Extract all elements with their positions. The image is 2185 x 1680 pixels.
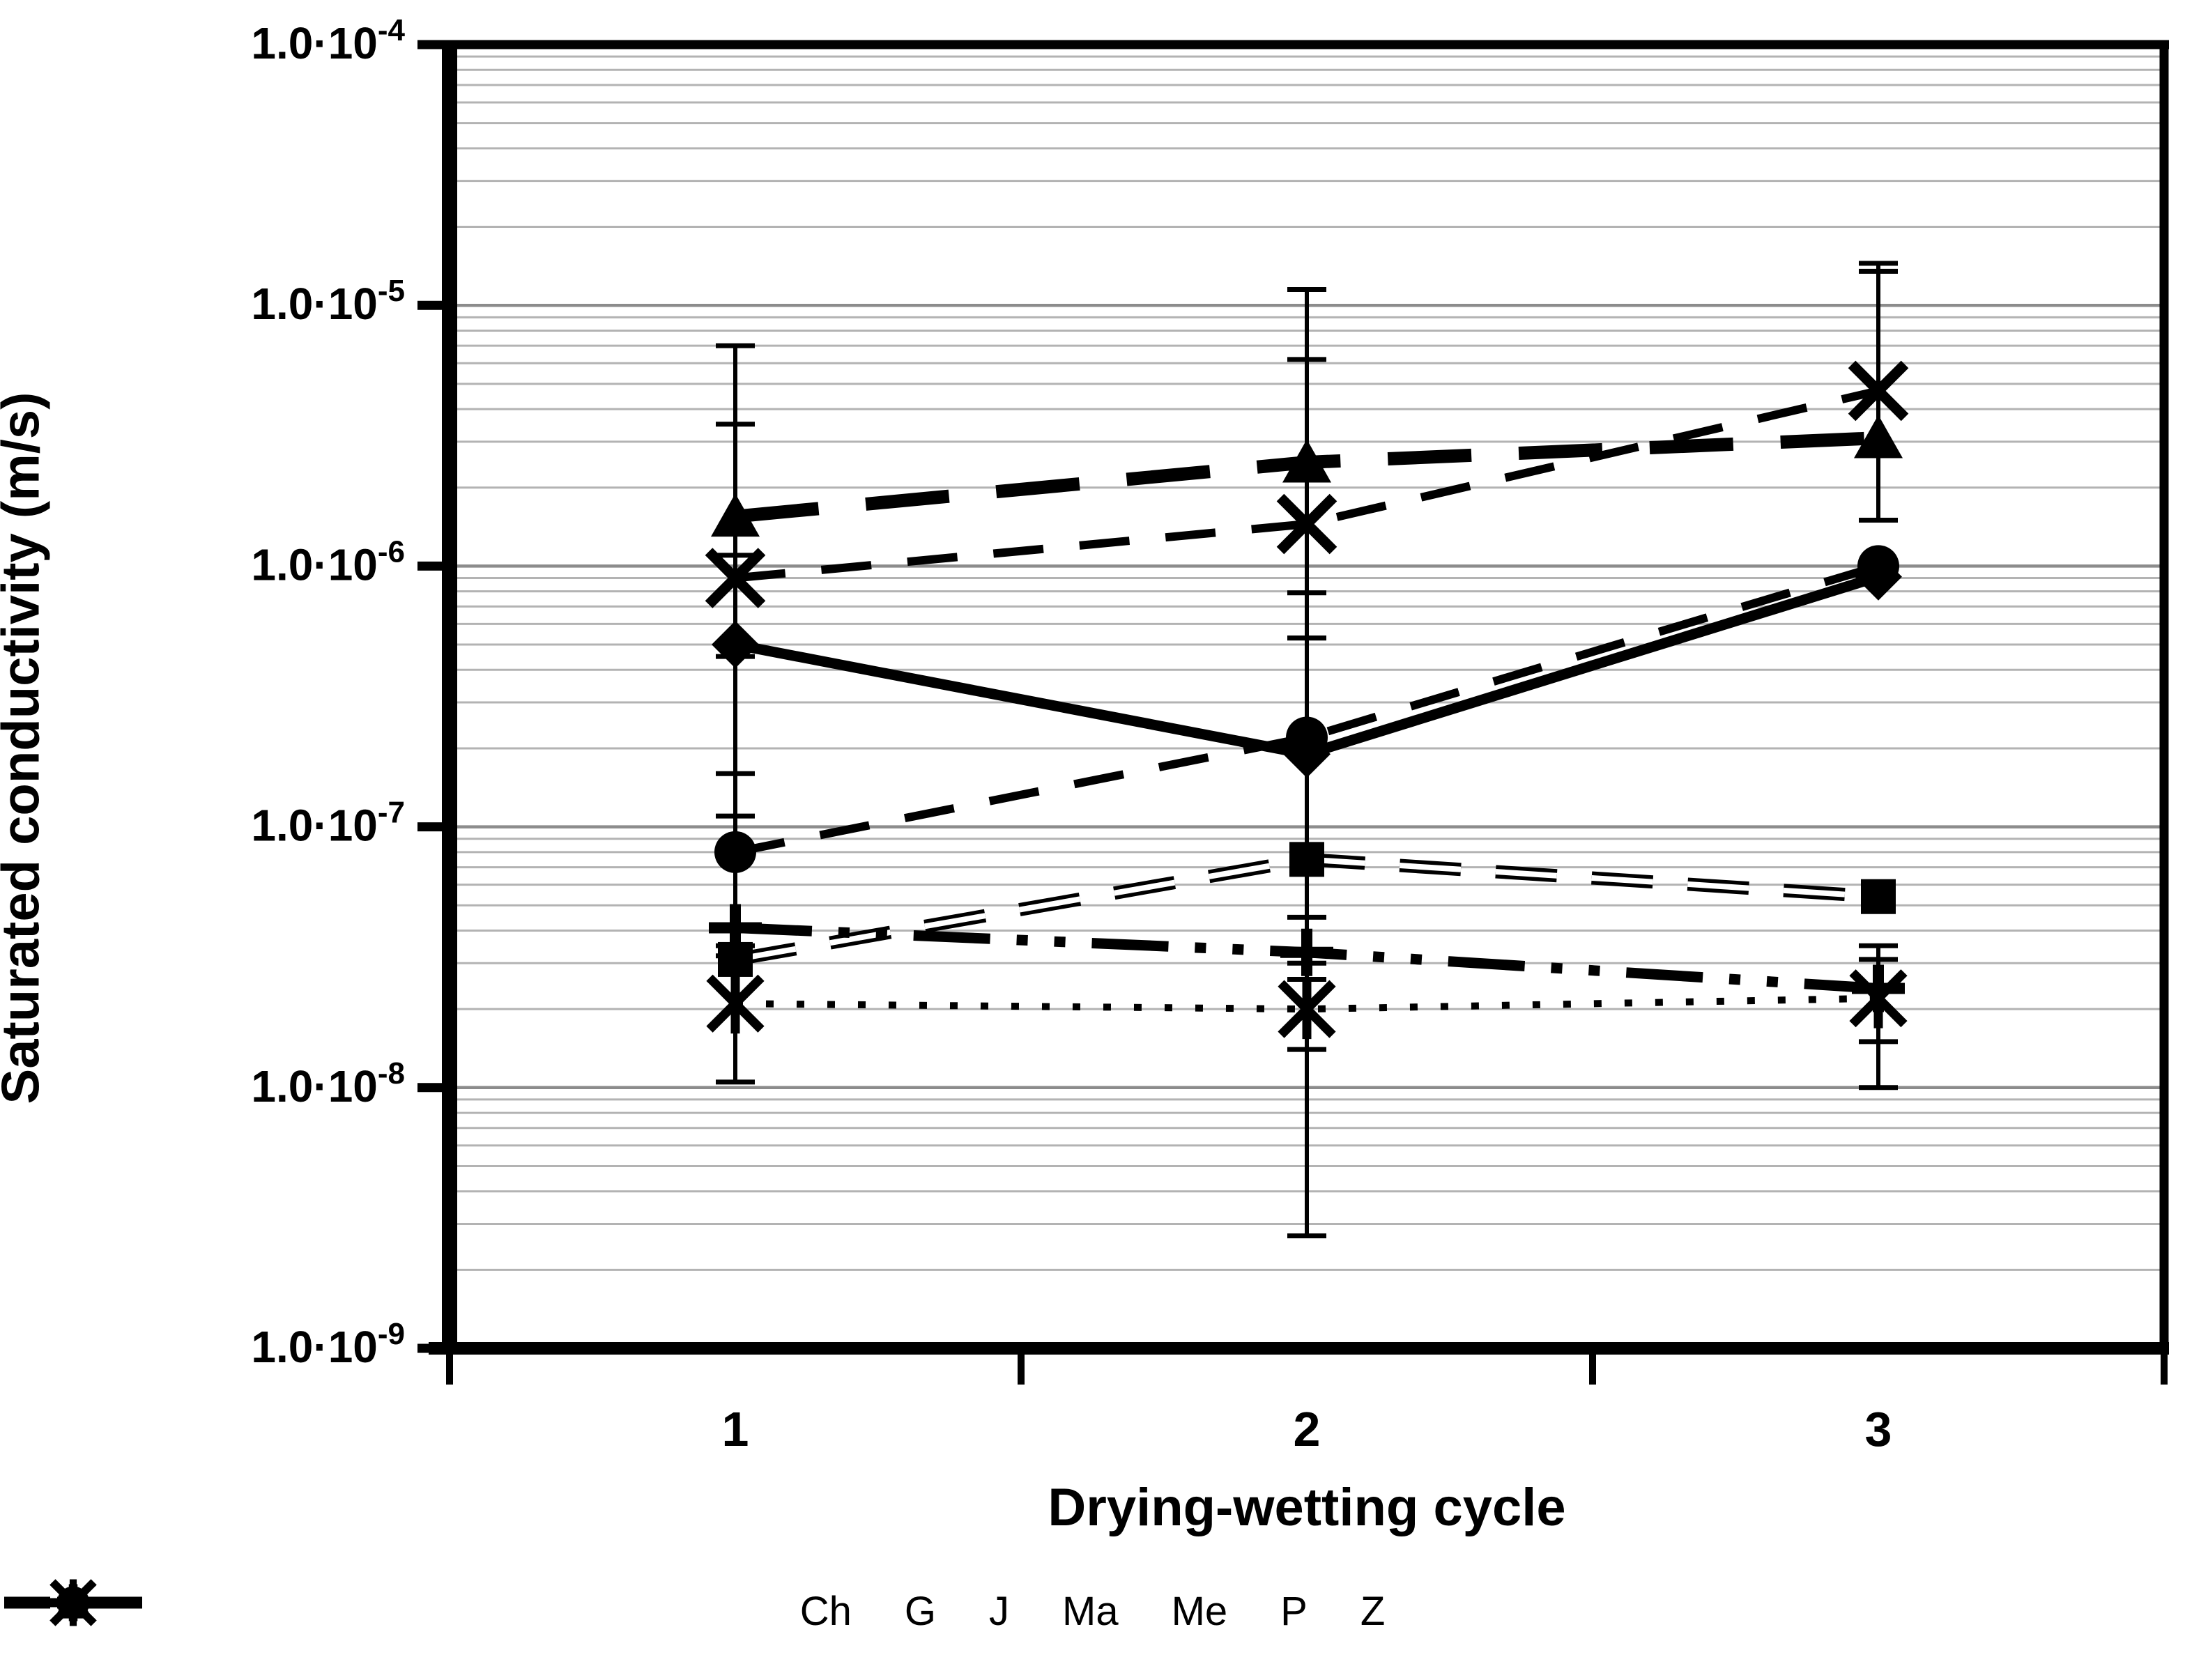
y-axis-title: Saturated conductivity (m/s) xyxy=(0,392,51,1104)
marker-Z-glyph xyxy=(1283,730,1331,778)
legend-item-G[interactable]: G xyxy=(4,1579,936,1635)
legend-label-G: G xyxy=(904,1588,936,1634)
marker-Ma xyxy=(1852,964,1905,1012)
legend-label-Ch: Ch xyxy=(799,1588,852,1634)
legend-label-P: P xyxy=(1280,1588,1308,1634)
marker-Me xyxy=(1854,415,1903,458)
legend-label-Z: Z xyxy=(1360,1588,1386,1634)
marker-Ch-glyph xyxy=(1861,879,1896,914)
marker-G xyxy=(706,973,765,1034)
y-tick-label: 1.0·10-7 xyxy=(251,796,405,851)
x-category-label: 3 xyxy=(1865,1402,1892,1456)
legend: Ch G J Ma Me P Z xyxy=(0,1569,2185,1653)
marker-Z-glyph xyxy=(1855,553,1902,601)
x-category-label: 1 xyxy=(722,1402,749,1456)
marker-J-glyph xyxy=(1848,360,1909,422)
marker-Z xyxy=(1283,730,1331,778)
marker-J xyxy=(1848,360,1909,422)
legend-item-J[interactable]: J xyxy=(4,1579,1009,1635)
marker-Ch xyxy=(1861,879,1896,914)
marker-Ch xyxy=(1289,842,1324,877)
legend-item-Me[interactable]: Me xyxy=(4,1585,1228,1635)
marker-Ch-glyph xyxy=(1289,842,1324,877)
legend-label-Me: Me xyxy=(1171,1588,1228,1634)
series-line-G xyxy=(735,994,1879,1013)
marker-J-glyph xyxy=(705,548,766,608)
marker-Ma xyxy=(709,904,762,952)
marker-Me xyxy=(1282,439,1331,483)
y-tick-label: 1.0·10-5 xyxy=(251,274,405,329)
marker-Me-glyph xyxy=(711,493,760,537)
marker-Me-glyph xyxy=(1854,415,1903,458)
legend-label-Ma: Ma xyxy=(1062,1588,1119,1634)
marker-J xyxy=(705,548,766,608)
marker-J xyxy=(1276,493,1337,555)
legend-item-Z[interactable]: Z xyxy=(4,1584,1386,1635)
legend-item-Ma[interactable]: Ma xyxy=(4,1584,1119,1635)
marker-Z-glyph xyxy=(712,621,759,669)
legend-item-P[interactable]: P xyxy=(4,1586,1308,1635)
marker-P-glyph xyxy=(714,831,756,873)
marker-P xyxy=(714,831,756,873)
series-line-P xyxy=(734,562,1880,856)
y-tick-label: 1.0·10-6 xyxy=(251,534,405,589)
legend-item-Ch[interactable]: Ch xyxy=(4,1588,852,1635)
marker-Me-glyph xyxy=(1282,439,1331,483)
legend-label-J: J xyxy=(989,1588,1009,1634)
x-category-label: 2 xyxy=(1294,1402,1321,1456)
x-axis-title: Drying-wetting cycle xyxy=(1048,1478,1566,1537)
y-tick-label: 1.0·10-4 xyxy=(251,13,405,68)
marker-Z xyxy=(712,621,759,669)
marker-Z xyxy=(1855,553,1902,601)
marker-Ma xyxy=(1280,928,1333,976)
marker-Me xyxy=(711,493,760,537)
marker-G xyxy=(1278,979,1336,1040)
y-tick-label: 1.0·10-9 xyxy=(251,1317,405,1372)
tmp-glyph xyxy=(54,1584,92,1621)
legend-marker-Z xyxy=(54,1584,92,1621)
legend-sample-Z xyxy=(4,1584,142,1621)
marker-J-glyph xyxy=(1276,493,1337,555)
series-line-J xyxy=(735,387,1880,583)
y-tick-label: 1.0·10-8 xyxy=(251,1056,405,1111)
